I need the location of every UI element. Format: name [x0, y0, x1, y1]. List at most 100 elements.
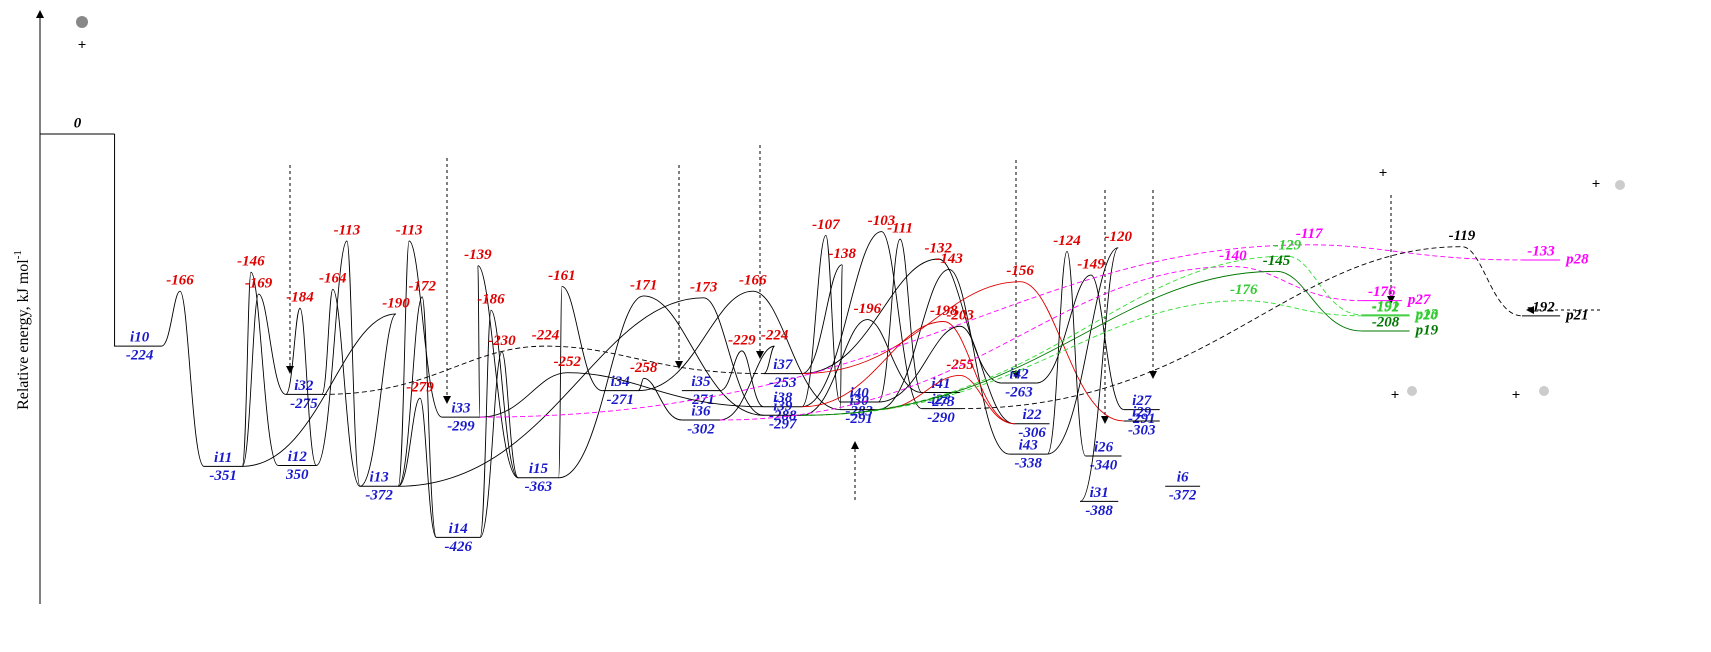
energy-diagram: Relative energy, kJ mol-1 + + + + + 0i10…	[0, 0, 1711, 652]
minimum-label: i14	[449, 521, 469, 537]
ts-energy: -172	[408, 278, 436, 294]
minimum-label: i39	[773, 399, 793, 415]
ts-energy: -161	[548, 268, 576, 284]
ts-energy: -171	[630, 277, 658, 293]
atom	[1539, 386, 1549, 396]
minimum-energy: -388	[1085, 503, 1113, 519]
ts-energy: -164	[319, 271, 347, 287]
minimum-energy: -351	[209, 468, 237, 484]
ts-energy: -203	[946, 308, 974, 324]
ts-energy: -111	[887, 221, 913, 237]
product-energy: -208	[1372, 314, 1400, 330]
ts-energy: -113	[334, 222, 361, 238]
reaction-path	[802, 256, 1362, 415]
plus-sign: +	[1391, 387, 1400, 403]
minimum-energy: -338	[1015, 456, 1043, 472]
reaction-path	[638, 378, 682, 420]
atom	[1615, 180, 1625, 190]
plus-sign: +	[1512, 387, 1521, 403]
minimum-label: i26	[1094, 439, 1114, 455]
reaction-path	[802, 301, 1362, 416]
minimum-label: i13	[370, 470, 390, 486]
ts-energy: -139	[464, 247, 492, 263]
minimum-label: i37	[773, 357, 793, 373]
minimum-label: i11	[214, 450, 232, 466]
minimum-energy: -372	[1169, 488, 1197, 504]
ts-energy: -255	[946, 357, 974, 373]
ts-energy: -169	[245, 275, 273, 291]
reaction-path	[638, 291, 840, 409]
reaction-path	[322, 289, 360, 486]
product-partners: + + + +	[1379, 165, 1625, 403]
y-axis-label-text: Relative energy, kJ mol	[15, 259, 32, 410]
reaction-path	[559, 286, 603, 477]
ts-energy: -184	[286, 290, 314, 306]
ts-energy: -107	[812, 217, 840, 233]
minimum-energy: 350	[285, 467, 309, 483]
minimum-label: i43	[1019, 438, 1039, 454]
reaction-path	[242, 314, 396, 486]
ts-energy: -149	[1077, 257, 1105, 273]
ts-energy: -120	[1105, 229, 1133, 245]
ts-energy: -252	[554, 354, 582, 370]
plus-sign: +	[78, 37, 87, 53]
product-energy: -133	[1527, 243, 1555, 259]
minimum-label: i29	[1132, 404, 1152, 420]
minimum-label: i10	[130, 330, 150, 346]
minimum-energy: -297	[769, 417, 797, 433]
ts-energy: -166	[166, 273, 194, 289]
minimum-label: i42	[1009, 366, 1029, 382]
plus-sign: +	[1592, 176, 1601, 192]
ts-energy: -173	[690, 279, 718, 295]
ts-energy: -138	[829, 246, 857, 262]
minimum-label: i31	[1090, 485, 1109, 501]
ts-energy: -230	[488, 333, 516, 349]
minimum-energy: -303	[1128, 422, 1156, 438]
ts-energy: -156	[1006, 263, 1034, 279]
ts-energy: -113	[396, 222, 423, 238]
minimum-label: i6	[1177, 470, 1189, 486]
ts-energy: -190	[382, 295, 410, 311]
plus-sign: +	[1379, 165, 1388, 181]
minimum-energy: -224	[126, 348, 154, 364]
product-label: p21	[1564, 307, 1589, 323]
minimum-energy: -275	[290, 396, 318, 412]
minimum-energy: -253	[769, 375, 797, 391]
reaction-path	[878, 239, 922, 402]
ts-energy: -176	[1230, 282, 1258, 298]
ts-energy: -129	[1274, 238, 1302, 254]
reaction-path	[1036, 275, 1123, 409]
ts-energy: -119	[1449, 228, 1476, 244]
reaction-path	[398, 297, 436, 538]
ts-energy: -166	[739, 273, 767, 289]
ts-energy: -258	[630, 360, 658, 376]
product-energy: -192	[1527, 299, 1555, 315]
product-energy: -192	[1372, 299, 1400, 315]
reaction-path	[720, 351, 764, 407]
minimum-energy: -340	[1090, 457, 1118, 473]
y-axis-label: Relative energy, kJ mol-1	[12, 250, 32, 410]
minimum-label: i41	[931, 376, 950, 392]
minimum-energy: -363	[525, 479, 553, 495]
minimum-energy: -299	[447, 419, 475, 435]
ts-energy: -229	[728, 332, 756, 348]
ts-energy: -224	[532, 328, 560, 344]
minimum-label: i15	[529, 461, 549, 477]
product-label: p20	[1414, 307, 1439, 323]
minimum-energy: -271	[606, 392, 634, 408]
minimum-label: i22	[1023, 407, 1043, 423]
ts-energy: -140	[1219, 248, 1247, 264]
ts-energy: -124	[1053, 233, 1081, 249]
ts-energy: -196	[854, 301, 882, 317]
minimum-energy: -290	[927, 410, 955, 426]
minimum-energy: -372	[365, 488, 393, 504]
atom	[1407, 386, 1417, 396]
minimum-label: i33	[451, 401, 471, 417]
minimum-label: i36	[691, 403, 711, 419]
ts-energy: -186	[477, 292, 505, 308]
ts-energy: -146	[237, 254, 265, 270]
connector	[115, 134, 118, 346]
minimum-energy: -302	[687, 421, 715, 437]
ts-energy: -143	[935, 251, 963, 267]
minimum-label: i12	[288, 449, 308, 465]
